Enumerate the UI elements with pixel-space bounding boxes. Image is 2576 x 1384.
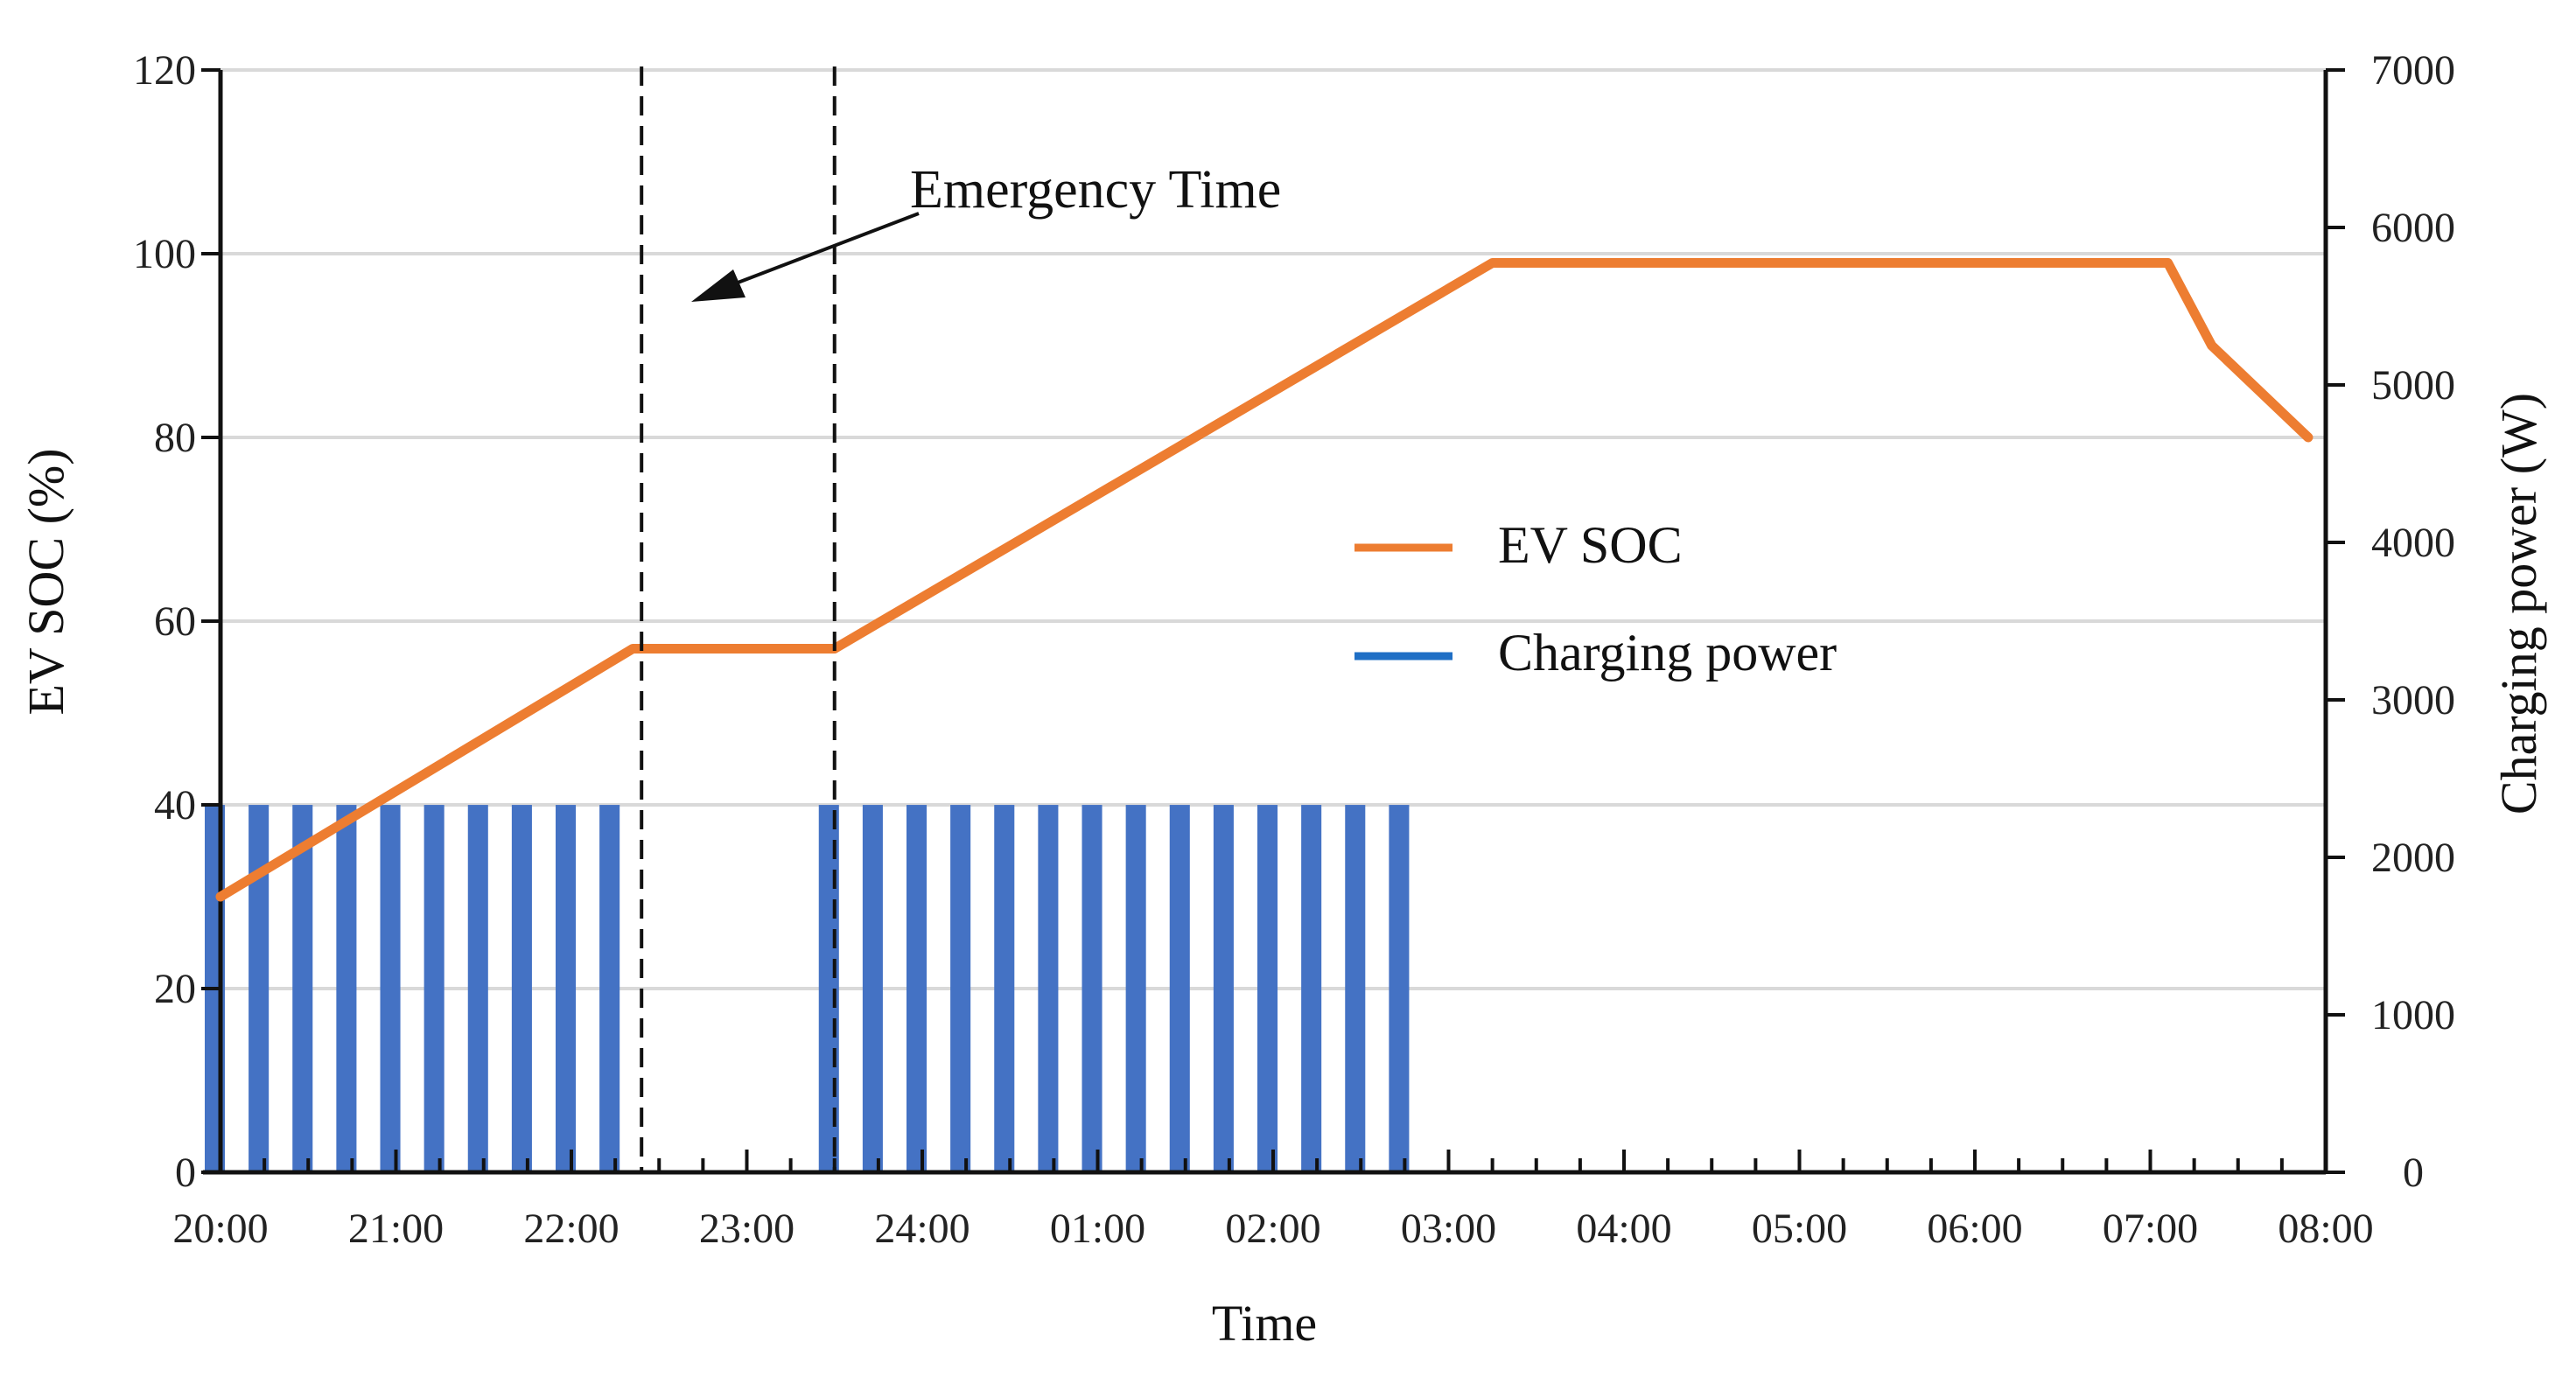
x-tick-label: 06:00 (1927, 1206, 2022, 1252)
bar-charging-power (862, 805, 883, 1172)
y-tick-label-right: 4000 (2371, 520, 2455, 566)
legend-label-ev-soc: EV SOC (1498, 516, 1683, 574)
y-tick-label-right: 6000 (2371, 205, 2455, 251)
y-tick-label-left: 80 (154, 415, 196, 461)
x-tick-label: 05:00 (1752, 1206, 1847, 1252)
y-tick-label-left: 40 (154, 782, 196, 828)
text-layer: Time EV SOC (%) Charging power (W) Emerg… (18, 160, 2547, 1352)
x-tick-label: 24:00 (874, 1206, 970, 1252)
annotation-layer (640, 66, 1452, 1172)
y-axis-title-left: EV SOC (%) (18, 448, 74, 715)
x-axis-title: Time (1212, 1295, 1317, 1352)
x-tick-label: 04:00 (1576, 1206, 1671, 1252)
legend-label-charging-power: Charging power (1498, 624, 1837, 682)
bar-charging-power (1389, 805, 1410, 1172)
y-tick-label-right: 0 (2403, 1150, 2424, 1196)
bar-charging-power (1038, 805, 1059, 1172)
y-tick-label-right: 5000 (2371, 362, 2455, 409)
ev-soc-line (215, 258, 2314, 902)
line-layer (215, 258, 2314, 902)
y-axis-title-right: Charging power (W) (2490, 393, 2547, 814)
x-tick-label: 23:00 (699, 1206, 794, 1252)
x-tick-label: 21:00 (348, 1206, 444, 1252)
bar-charging-power (336, 805, 357, 1172)
y-tick-label-right: 3000 (2371, 677, 2455, 723)
grid-layer (203, 68, 2326, 990)
bar-charging-power (292, 805, 313, 1172)
annotation-arrow-head (691, 269, 746, 302)
y-tick-label-right: 1000 (2371, 992, 2455, 1038)
y-tick-label-left: 100 (133, 231, 196, 277)
bar-charging-power (1345, 805, 1366, 1172)
y-tick-label-right: 2000 (2371, 835, 2455, 881)
bar-charging-power (1301, 805, 1322, 1172)
x-tick-label: 01:00 (1050, 1206, 1145, 1252)
emergency-time-label: Emergency Time (910, 160, 1281, 220)
x-tick-label: 03:00 (1401, 1206, 1496, 1252)
x-tick-label: 08:00 (2278, 1206, 2373, 1252)
bar-charging-power (248, 805, 270, 1172)
bar-charging-power (424, 805, 444, 1172)
y-tick-label-left: 120 (133, 47, 196, 94)
y-tick-label-left: 60 (154, 598, 196, 645)
y-tick-label-left: 0 (175, 1150, 196, 1196)
x-tick-label: 02:00 (1225, 1206, 1320, 1252)
y-tick-label-right: 7000 (2371, 47, 2455, 94)
bar-charging-power (556, 805, 577, 1172)
axes-layer: 0 20 40 60 80 100 120 0 1000 2000 3000 4000 5000 6000… (133, 47, 2455, 1252)
bar-charging-power (1257, 805, 1278, 1172)
x-tick-label: 22:00 (523, 1206, 619, 1252)
bar-charging-power (994, 805, 1015, 1172)
bar-charging-power (380, 805, 401, 1172)
bar-charging-power (467, 805, 488, 1172)
x-tick-label: 07:00 (2103, 1206, 2198, 1252)
annotation-arrow-shaft (721, 212, 920, 290)
bar-charging-power (906, 805, 928, 1172)
bar-charging-power (1213, 805, 1234, 1172)
bar-charging-power (599, 805, 620, 1172)
bar-charging-power (511, 805, 532, 1172)
bar-charging-power (1082, 805, 1102, 1172)
annotation-backdrop (901, 153, 1400, 249)
y-tick-label-left: 20 (154, 966, 196, 1012)
bars-layer (205, 805, 1410, 1172)
x-tick-label: 20:00 (172, 1206, 268, 1252)
bar-charging-power (950, 805, 971, 1172)
bar-charging-power (1125, 805, 1146, 1172)
bar-charging-power (1169, 805, 1190, 1172)
